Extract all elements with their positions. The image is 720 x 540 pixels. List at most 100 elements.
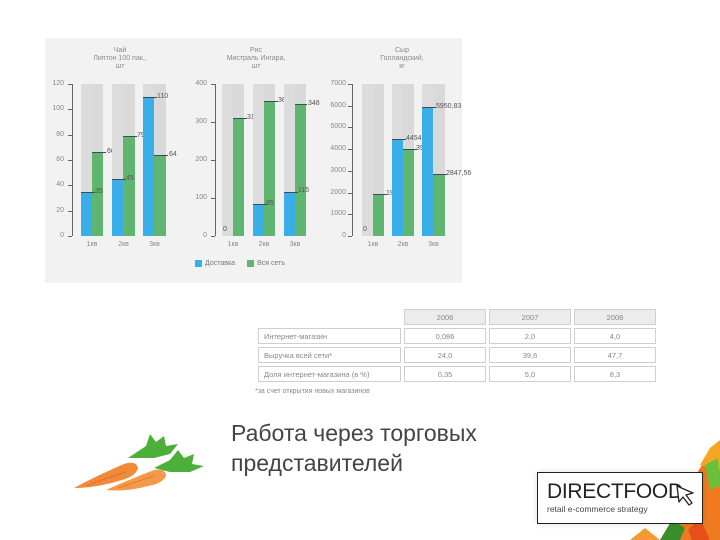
y-tick [68,236,72,237]
x-label: 2кв [118,241,129,248]
table-row: Выручка всей сети* 24,0 39,6 47,7 [258,347,656,363]
value-line [392,139,406,140]
value-line [403,149,417,150]
bar-network [433,174,445,236]
x-label: 2кв [258,241,270,248]
x-label: 3кв [428,241,439,248]
revenue-table: 2006 2007 2008 Интернет-магазин 0,086 2,… [255,306,670,385]
chart-legend: Доставка Вся сеть [195,260,285,267]
y-label: 0 [60,232,64,239]
value-label: 66 [107,148,115,155]
value-label: 0 [223,226,227,233]
directfood-logo: DIRECTFOOD retail e-commerce strategy [537,472,703,524]
table-row: Доля интернет-магазина (в %) 0,35 5,0 8,… [258,366,656,382]
y-axis [72,84,73,236]
x-label: 1кв [86,241,98,248]
value-label: 0 [363,226,367,233]
bar-network [403,149,414,236]
y-label: 4000 [330,145,346,152]
bar-network [295,104,306,236]
bar-network [123,136,135,236]
carrot-icon [74,434,204,491]
bar-network [154,155,166,236]
header-year: 2008 [574,309,656,325]
bar-delivery [284,192,295,236]
legend-label: Доставка [205,260,236,267]
value-line [422,107,436,108]
header-year: 2006 [404,309,486,325]
y-label: 100 [195,194,207,201]
chart-panel: Чай Липтон 100 пак., шт 120 100 80 60 40… [45,38,471,283]
y-tick [348,84,352,85]
y-label: 120 [52,80,64,87]
y-axis [215,84,216,236]
y-label: 40 [56,181,64,188]
bar-delivery [81,192,92,236]
value-line [433,174,447,175]
y-label: 7000 [330,80,346,87]
cell: 5,0 [489,366,571,382]
value-label: 2847,56 [446,170,472,177]
y-tick [211,236,215,237]
y-tick [348,193,352,194]
y-tick [348,149,352,150]
table-header-row: 2006 2007 2008 [258,309,656,325]
chart-rice: Рис Мистраль Ингара, шт 400 300 200 100 … [188,38,325,283]
bar-delivery [392,139,403,236]
y-tick [211,84,215,85]
cell: 8,3 [574,366,656,382]
y-label: 2000 [330,189,346,196]
cell: 4,0 [574,328,656,344]
y-label: 0 [342,232,346,239]
bar-delivery [112,179,123,236]
y-label: 5000 [330,123,346,130]
value-line [143,97,157,98]
value-label: 115 [298,187,310,194]
y-tick [68,84,72,85]
row-label: Интернет-магазин [258,328,401,344]
value-label: 110 [157,93,169,100]
x-label: 2кв [397,241,409,248]
y-label: 0 [203,232,207,239]
cell: 2,0 [489,328,571,344]
chart-title: Чай Липтон 100 пак., шт [93,47,147,70]
x-label: 3кв [149,241,160,248]
y-axis [352,84,353,236]
y-label: 400 [195,80,207,87]
value-line [373,194,387,195]
value-line [123,136,137,137]
legend-item-delivery: Доставка [195,260,235,267]
value-line [233,118,247,119]
y-tick [68,160,72,161]
chart-cheese: Сыр Голландский, кг 7000 6000 5000 4000 … [325,38,471,283]
x-label: 1кв [227,241,239,248]
y-label: 300 [195,118,207,125]
value-label: 85 [266,200,274,207]
y-tick [348,127,352,128]
value-label: 311 [247,114,258,122]
cursor-arrow-icon [676,485,694,506]
bar-network [264,101,275,236]
value-label: 64 [169,151,177,158]
chart-title: Рис Мистраль Ингара, шт [226,47,286,70]
y-tick [211,160,215,161]
legend-swatch-green [247,260,255,267]
table-row: Интернет-магазин 0,086 2,0 4,0 [258,328,656,344]
legend-label: Вся сеть [257,260,285,267]
bar-delivery [143,97,154,236]
y-tick [348,236,352,237]
y-label: 200 [195,156,207,163]
y-tick [211,122,215,123]
value-line [264,101,278,102]
y-tick [348,106,352,107]
y-tick [68,135,72,136]
value-line [92,152,106,153]
bar-network [233,118,244,236]
value-label: 367 [278,97,290,105]
y-tick [348,214,352,215]
cell: 0,35 [404,366,486,382]
value-line [81,192,95,193]
bar-network [92,152,103,236]
value-label: 45 [126,175,134,182]
y-label: 3000 [330,167,346,174]
